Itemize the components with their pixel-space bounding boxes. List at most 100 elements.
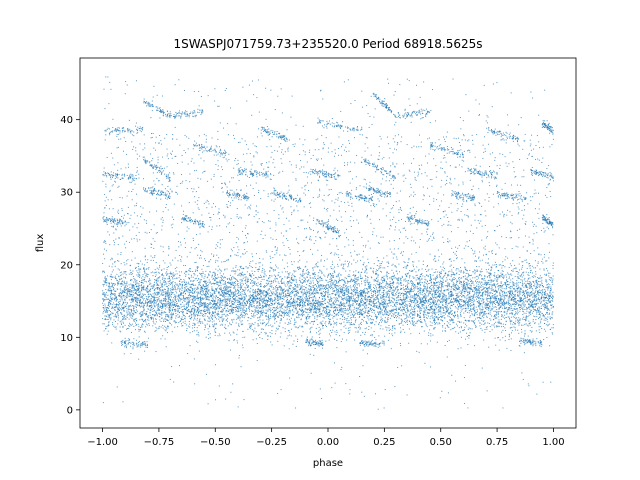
data-point [293, 294, 295, 296]
data-point [270, 311, 272, 313]
data-point [503, 295, 505, 297]
data-point [293, 324, 295, 326]
data-point [511, 270, 513, 272]
data-point [157, 305, 159, 307]
data-point [310, 280, 312, 282]
data-point [156, 271, 158, 273]
data-point [349, 327, 351, 329]
data-point [502, 329, 504, 331]
data-point [284, 276, 286, 278]
data-point [371, 292, 373, 294]
data-point [504, 297, 506, 299]
data-point [319, 270, 321, 272]
data-point [532, 320, 534, 322]
data-point [120, 275, 122, 277]
data-point [387, 278, 389, 280]
data-point [287, 294, 289, 296]
data-point [228, 300, 230, 302]
data-point [362, 304, 364, 306]
data-point [361, 313, 363, 315]
data-point [118, 295, 120, 297]
data-point [274, 296, 276, 298]
data-point [205, 270, 207, 272]
data-point [188, 320, 190, 322]
data-point [397, 313, 399, 315]
data-point [379, 286, 381, 288]
data-point [192, 295, 194, 297]
data-point [548, 296, 550, 298]
data-point [508, 338, 510, 340]
data-point [172, 313, 174, 315]
data-point [254, 311, 256, 313]
data-point [485, 282, 487, 284]
data-point [460, 321, 462, 323]
data-point [290, 285, 292, 287]
data-point [503, 275, 505, 277]
data-point [159, 280, 161, 282]
data-point [319, 269, 321, 271]
data-point [369, 300, 371, 302]
data-point [108, 309, 110, 311]
data-point [205, 286, 207, 288]
data-point [360, 324, 362, 326]
data-point [538, 285, 540, 287]
data-point [398, 323, 400, 325]
data-point [379, 313, 381, 315]
data-point [407, 291, 409, 293]
data-point [163, 299, 165, 301]
data-point [476, 289, 478, 291]
data-point [500, 326, 502, 328]
data-point [271, 304, 273, 306]
data-point [525, 283, 527, 285]
data-point [287, 303, 289, 305]
data-point [517, 287, 519, 289]
data-point [312, 300, 314, 302]
data-point [211, 289, 213, 291]
data-point [469, 290, 471, 292]
data-point [189, 326, 191, 328]
data-point [541, 307, 543, 309]
data-point [105, 279, 107, 281]
data-point [177, 310, 179, 312]
data-point [518, 300, 520, 302]
data-point [497, 326, 499, 328]
data-point [109, 289, 111, 291]
data-point [233, 282, 235, 284]
data-point [436, 287, 438, 289]
data-point [201, 275, 203, 277]
data-point [177, 296, 179, 298]
data-point [549, 312, 551, 314]
data-point [499, 275, 501, 277]
data-point [237, 287, 239, 289]
data-point [212, 297, 214, 299]
data-point [114, 307, 116, 309]
data-point [144, 264, 146, 266]
data-point [509, 319, 511, 321]
data-point [429, 317, 431, 319]
data-point [227, 298, 229, 300]
data-point [320, 279, 322, 281]
data-point [217, 335, 219, 337]
data-point [380, 296, 382, 298]
data-point [241, 290, 243, 292]
data-point [320, 313, 322, 315]
data-point [289, 292, 291, 293]
data-point [177, 326, 179, 328]
data-point [256, 307, 258, 309]
data-point [357, 260, 359, 262]
data-point [333, 290, 335, 292]
data-point [541, 289, 543, 291]
data-point [219, 282, 221, 284]
data-point [445, 308, 447, 310]
data-point [138, 294, 140, 296]
data-point [137, 288, 139, 290]
data-point [156, 294, 158, 296]
data-point [312, 313, 314, 315]
data-point [203, 303, 205, 305]
data-point [354, 282, 356, 284]
data-point [514, 327, 516, 329]
data-point [364, 316, 366, 318]
data-point [115, 315, 117, 317]
data-point [227, 287, 229, 289]
data-point [533, 299, 535, 301]
